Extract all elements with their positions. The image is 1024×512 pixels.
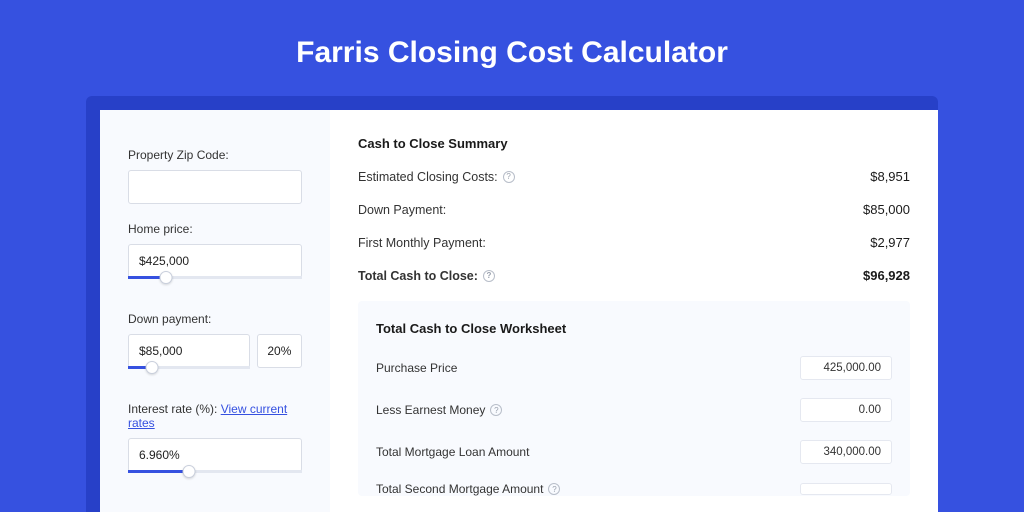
summary-row-label: First Monthly Payment: — [358, 236, 486, 250]
card-shadow: Property Zip Code: Home price: Down paym… — [86, 96, 938, 512]
worksheet-row-label: Total Mortgage Loan Amount — [376, 445, 529, 459]
slider-thumb[interactable] — [182, 465, 195, 478]
down-payment-field-group: Down payment: — [128, 312, 302, 384]
results-panel: Cash to Close Summary Estimated Closing … — [330, 110, 938, 512]
summary-row: First Monthly Payment: $2,977 — [358, 235, 910, 250]
summary-row-label-text: Estimated Closing Costs: — [358, 170, 498, 184]
summary-row-value: $8,951 — [870, 169, 910, 184]
worksheet-row-label: Purchase Price — [376, 361, 457, 375]
down-payment-label: Down payment: — [128, 312, 302, 326]
summary-rows: Estimated Closing Costs:? $8,951 Down Paym… — [358, 169, 910, 283]
interest-rate-field-group: Interest rate (%): View current rates — [128, 402, 302, 488]
page-title: Farris Closing Cost Calculator — [0, 0, 1024, 96]
worksheet-row-label: Total Second Mortgage Amount? — [376, 482, 560, 496]
slider-thumb[interactable] — [146, 361, 159, 374]
home-price-slider[interactable] — [128, 276, 302, 294]
worksheet-value[interactable]: 340,000.00 — [800, 440, 892, 464]
down-payment-slider[interactable] — [128, 366, 250, 384]
worksheet-rows: Purchase Price 425,000.00 Less Earnest Mon… — [376, 356, 892, 496]
home-price-input[interactable] — [128, 244, 302, 278]
summary-row-label-text: First Monthly Payment: — [358, 236, 486, 250]
worksheet-row: Total Mortgage Loan Amount 340,000.00 — [376, 440, 892, 464]
summary-row-label: Down Payment: — [358, 203, 446, 217]
worksheet-value[interactable]: 0.00 — [800, 398, 892, 422]
worksheet-row-label: Less Earnest Money? — [376, 403, 502, 417]
zip-input[interactable] — [128, 170, 302, 204]
interest-rate-label-text: Interest rate (%): — [128, 402, 221, 416]
summary-row-value: $85,000 — [863, 202, 910, 217]
worksheet-row: Total Second Mortgage Amount? — [376, 482, 892, 496]
slider-fill — [128, 470, 189, 473]
summary-row-label: Total Cash to Close:? — [358, 269, 495, 283]
interest-rate-label: Interest rate (%): View current rates — [128, 402, 302, 430]
slider-thumb[interactable] — [160, 271, 173, 284]
summary-row: Total Cash to Close:? $96,928 — [358, 268, 910, 283]
summary-row-value: $96,928 — [863, 268, 910, 283]
summary-row: Down Payment: $85,000 — [358, 202, 910, 217]
down-payment-pct-input[interactable] — [257, 334, 302, 368]
worksheet-panel: Total Cash to Close Worksheet Purchase P… — [358, 301, 910, 496]
inputs-panel: Property Zip Code: Home price: Down paym… — [100, 110, 330, 512]
summary-row-label-text: Total Cash to Close: — [358, 269, 478, 283]
worksheet-value[interactable] — [800, 483, 892, 495]
worksheet-row-label-text: Purchase Price — [376, 361, 457, 375]
help-icon[interactable]: ? — [548, 483, 560, 495]
help-icon[interactable]: ? — [483, 270, 495, 282]
summary-title: Cash to Close Summary — [358, 136, 910, 151]
summary-row: Estimated Closing Costs:? $8,951 — [358, 169, 910, 184]
summary-row-label-text: Down Payment: — [358, 203, 446, 217]
worksheet-title: Total Cash to Close Worksheet — [376, 321, 892, 336]
worksheet-row: Purchase Price 425,000.00 — [376, 356, 892, 380]
calculator-card: Property Zip Code: Home price: Down paym… — [100, 110, 938, 512]
help-icon[interactable]: ? — [490, 404, 502, 416]
interest-rate-input[interactable] — [128, 438, 302, 472]
worksheet-row-label-text: Total Second Mortgage Amount — [376, 482, 543, 496]
interest-rate-slider[interactable] — [128, 470, 302, 488]
worksheet-row-label-text: Total Mortgage Loan Amount — [376, 445, 529, 459]
help-icon[interactable]: ? — [503, 171, 515, 183]
worksheet-row-label-text: Less Earnest Money — [376, 403, 485, 417]
summary-row-value: $2,977 — [870, 235, 910, 250]
worksheet-row: Less Earnest Money? 0.00 — [376, 398, 892, 422]
zip-label: Property Zip Code: — [128, 148, 302, 162]
zip-field-group: Property Zip Code: — [128, 148, 302, 204]
worksheet-value[interactable]: 425,000.00 — [800, 356, 892, 380]
summary-row-label: Estimated Closing Costs:? — [358, 170, 515, 184]
home-price-label: Home price: — [128, 222, 302, 236]
home-price-field-group: Home price: — [128, 222, 302, 294]
